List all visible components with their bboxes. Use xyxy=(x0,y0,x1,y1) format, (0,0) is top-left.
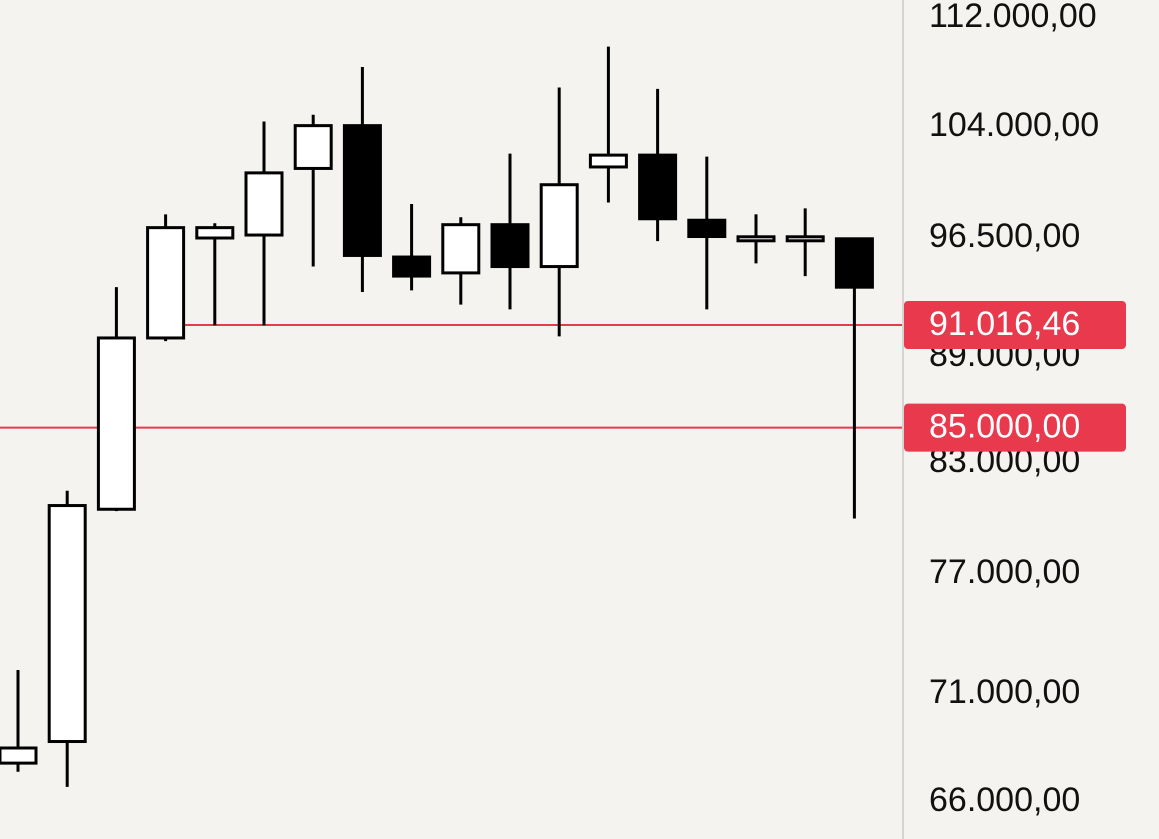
price-marker: 85.000,00 xyxy=(904,403,1126,452)
candle-body xyxy=(736,235,776,243)
candle-body xyxy=(588,153,628,169)
candle-body xyxy=(342,124,382,257)
candle xyxy=(293,114,333,267)
candle-body xyxy=(638,153,678,221)
candle-body xyxy=(0,746,38,765)
candle xyxy=(736,214,776,264)
candle xyxy=(96,287,136,512)
price-tick-label: 77.000,00 xyxy=(929,553,1080,591)
price-marker-badge xyxy=(904,301,1126,350)
candle-body xyxy=(244,171,284,237)
price-marker-badge xyxy=(904,403,1126,452)
candle xyxy=(0,670,38,772)
candle xyxy=(47,490,87,787)
price-marker-label: 91.016,46 xyxy=(929,305,1080,343)
candle xyxy=(588,46,628,203)
candle-body xyxy=(96,336,136,511)
candle xyxy=(490,153,530,310)
price-marker: 91.016,46 xyxy=(904,301,1126,350)
candle-body xyxy=(47,504,87,744)
candle-body xyxy=(146,226,186,340)
candle-body xyxy=(392,255,432,278)
candle xyxy=(539,87,579,337)
price-marker-label: 85.000,00 xyxy=(929,408,1080,446)
candle xyxy=(195,223,235,326)
candle xyxy=(244,121,284,326)
price-tick-label: 66.000,00 xyxy=(929,781,1080,819)
price-tick-label: 96.500,00 xyxy=(929,217,1080,255)
price-tick-label: 104.000,00 xyxy=(929,106,1099,144)
candle xyxy=(342,67,382,292)
candle xyxy=(785,208,825,277)
candle-body xyxy=(195,226,235,240)
candle-body xyxy=(441,223,481,275)
candle xyxy=(146,214,186,342)
price-tick-label: 71.000,00 xyxy=(929,673,1080,711)
candles-layer xyxy=(0,46,874,787)
candle xyxy=(638,88,678,242)
candle xyxy=(687,156,727,310)
price-tick-label: 112.000,00 xyxy=(929,0,1097,35)
price-markers: 91.016,46 85.000,00 xyxy=(904,301,1126,452)
price-axis: 112.000,00104.000,0096.500,0089.000,0083… xyxy=(929,0,1099,819)
candle xyxy=(441,217,481,305)
candle-body xyxy=(834,237,874,289)
candle xyxy=(392,203,432,291)
candle-body xyxy=(785,235,825,243)
candle-body xyxy=(539,183,579,269)
candle-body xyxy=(687,218,727,239)
price-lines-layer xyxy=(0,324,904,429)
candle-body xyxy=(490,223,530,269)
candle xyxy=(834,237,874,519)
candle-body xyxy=(293,124,333,170)
